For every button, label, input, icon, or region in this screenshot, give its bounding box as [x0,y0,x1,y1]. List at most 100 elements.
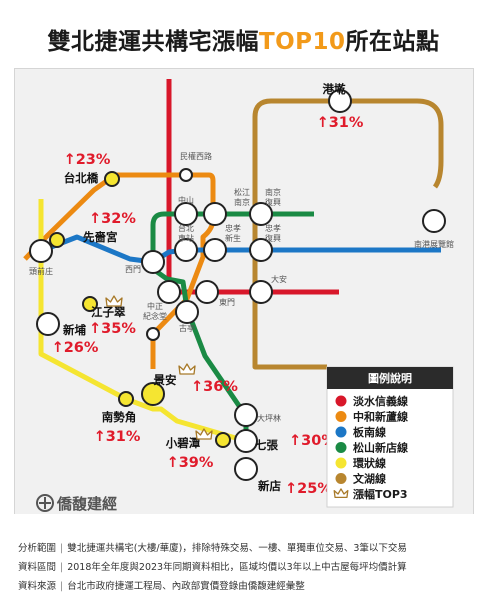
station-label: 西門 [125,265,141,274]
legend-swatch [335,473,347,484]
metro-routes [23,79,444,444]
footer-note-source: 資料來源 | 台北市政府捷運工程局、內政部實價登錄由僑馥建經彙整 [18,581,305,592]
station-label: 民權西路 [180,151,212,161]
legend-swatch [335,457,347,469]
circular-line [38,199,247,444]
legend-title: 圖例說明 [368,371,412,385]
songshan-xindian-line [150,211,314,444]
station-marker [203,238,227,262]
station-marker [174,238,198,262]
price-change-label: ↑31% [94,429,141,445]
station-markers [29,89,446,481]
legend-header [327,367,453,389]
station-marker [29,239,53,263]
legend-swatch [335,395,347,407]
price-change-label: ↑23% [64,152,111,168]
title-suffix: 所在站點 [345,29,440,55]
station-marker [328,89,352,113]
legend-item-label: 松山新店線 [353,441,408,455]
station-marker [422,209,446,233]
price-change-label: ↑30% [289,433,336,449]
top3-crowns [105,295,213,440]
price-change-label: ↑32% [89,211,136,227]
station-label: 頭前庄 [29,266,53,276]
footer-note-scope: 分析範圍 | 雙北捷運共構宅(大樓/華廈)，排除特殊交易、一樓、單獨車位交易、3筆以… [18,543,407,554]
station-marker [82,296,98,312]
legend-swatch [335,442,347,453]
station-marker [36,312,60,336]
crown-icon [333,488,349,499]
station-label: 忠孝新生 [225,224,241,243]
price-change-label: ↑39% [167,455,214,471]
price-change-label: ↑36% [191,379,238,395]
station-label: 中正紀念堂 [143,301,167,321]
footer-value: 雙北捷運共構宅(大樓/華廈)，排除特殊交易、一樓、單獨車位交易、3筆以下交易 [67,543,407,554]
legend-box [326,366,454,508]
station-marker [249,202,273,226]
legend-item-label: 淡水信義線 [353,394,408,408]
legend-swatch [335,426,347,438]
station-marker [234,429,258,453]
station-label: 小碧潭 [165,436,201,450]
legend-item-label: 板南線 [353,425,386,439]
station-marker [157,280,181,304]
station-label: 南京復興 [265,187,281,207]
footer-key: 分析範圍 [18,543,57,554]
price-change-label: ↑35% [89,321,136,337]
station-label: 港墘 [323,82,346,96]
station-marker [175,300,199,324]
station-label: 東門 [219,297,235,307]
crown-icon [195,428,213,440]
station-label: 松江南京 [234,187,250,207]
price-change-label: ↑31% [317,115,364,131]
station-label: 新店 [258,479,281,493]
station-label: 七張 [255,438,278,452]
station-marker [141,382,165,406]
footer-key: 資料區間 [18,562,57,573]
footer-note-period: 資料區間 | 2018年全年度與2023年同期資料相比，區域均價以3年以上中古屋每坪… [18,562,407,573]
station-label: 大坪林 [257,413,281,423]
station-label: 古亭 [179,323,195,333]
legend-swatch [335,411,347,422]
station-marker [234,457,258,481]
station-label: 大安 [271,274,287,284]
station-label: 南港展覽館 [414,239,454,249]
station-label: 台北橋 [64,171,99,185]
crown-icon [178,363,196,375]
footer-value: 2018年全年度與2023年同期資料相比，區域均價以3年以上中古屋每坪均價計算 [67,562,407,573]
wenhu-line [252,98,444,370]
brand-logo: 僑馥建經 [36,494,117,513]
station-label: 江子翠 [91,305,126,319]
page-title: 雙北捷運共構宅漲幅TOP10所在站點 [0,22,487,56]
station-marker [104,171,120,187]
metro-map: 港墘民權西路松江南京 南京復興南港展覽館 中山台北車站 忠孝新生 忠孝復興西門大安中正紀… [14,68,474,516]
station-marker [195,280,219,304]
station-marker [118,391,134,407]
price-change-label: ↑26% [52,340,99,356]
station-marker [146,327,160,341]
station-label: 景安 [153,373,177,387]
station-marker [249,280,273,304]
station-marker [203,202,227,226]
station-marker [141,250,165,274]
station-marker [249,238,273,262]
station-label: 新埔 [63,323,86,337]
station-label: 忠孝復興 [265,224,281,243]
station-marker [49,232,65,248]
crown-icon [105,295,123,307]
title-highlight: TOP10 [258,29,346,55]
station-label: 先嗇宮 [83,230,118,244]
zhonghe-xinlu-line [23,172,216,369]
title-prefix: 雙北捷運共構宅漲幅 [47,29,259,55]
station-marker [215,432,231,448]
price-change-label: ↑25% [285,481,332,497]
station-marker [174,202,198,226]
station-label: 南勢角 [102,410,137,424]
brand-icon [36,494,54,512]
station-label: 中山 [178,195,194,205]
brand-name: 僑馥建經 [56,495,117,513]
station-label: 台北車站 [178,223,194,243]
